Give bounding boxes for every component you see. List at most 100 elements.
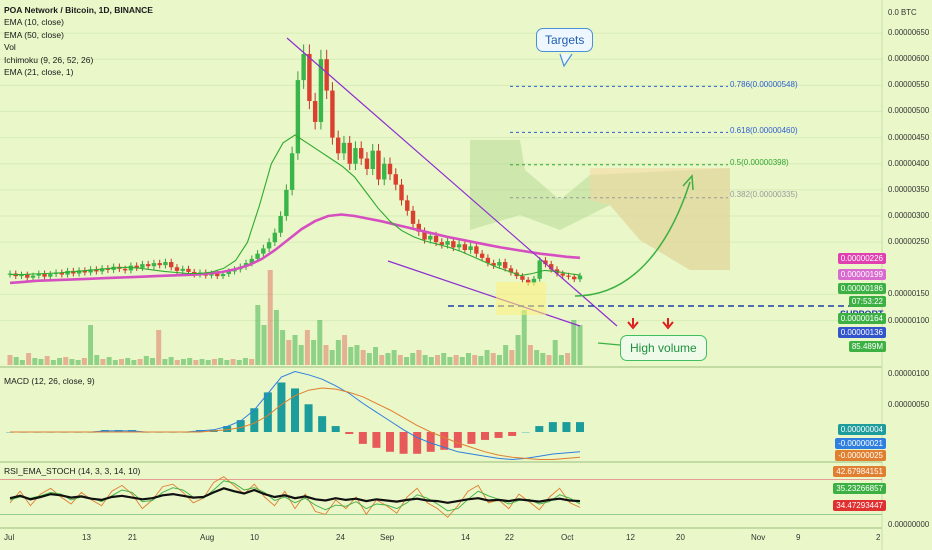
time-axis-tick: 12 bbox=[626, 533, 635, 542]
indicator-vol[interactable]: Vol bbox=[4, 42, 16, 53]
candle-body bbox=[42, 273, 47, 277]
macd-histogram-bar bbox=[562, 422, 571, 432]
macd-histogram-bar bbox=[223, 426, 232, 432]
fib-label-0382: 0.382(0.00000335) bbox=[730, 190, 798, 199]
volume-bar bbox=[503, 345, 509, 365]
volume-bar bbox=[571, 320, 577, 365]
candle-body bbox=[456, 244, 462, 248]
projection-arrow-head bbox=[682, 174, 694, 191]
macd-histogram-bar bbox=[521, 432, 530, 433]
volume-bar bbox=[565, 353, 571, 365]
candle-body bbox=[272, 232, 278, 243]
rsi-stoch-k bbox=[9, 476, 581, 518]
volume-bar bbox=[69, 359, 75, 365]
macd-title[interactable]: MACD (12, 26, close, 9) bbox=[4, 376, 95, 386]
candle-body bbox=[134, 265, 139, 268]
candle-body bbox=[393, 174, 398, 185]
volume-bar bbox=[119, 359, 125, 365]
candle-body bbox=[226, 271, 231, 275]
candle-body bbox=[289, 153, 295, 190]
time-axis-tick: 20 bbox=[676, 533, 685, 542]
ichimoku-cloud-future bbox=[590, 168, 730, 270]
indicator-ema10[interactable]: EMA (10, close) bbox=[4, 17, 64, 28]
volume-bar bbox=[57, 358, 63, 365]
candle-body bbox=[215, 273, 220, 277]
candle-body bbox=[479, 253, 485, 258]
candle-body bbox=[485, 257, 491, 264]
candle-body bbox=[180, 268, 185, 271]
volume-bar bbox=[453, 355, 459, 365]
indicator-ichimoku[interactable]: Ichimoku (9, 26, 52, 26) bbox=[4, 54, 94, 65]
volume-bar bbox=[292, 335, 298, 365]
time-axis-tick: Jul bbox=[4, 533, 15, 542]
rsi-tag-3: 34.47293447 bbox=[833, 500, 886, 511]
volume-bar bbox=[143, 356, 149, 365]
volume-bar bbox=[509, 350, 515, 365]
volume-bar bbox=[249, 359, 255, 365]
symbol-title[interactable]: POA Network / Bitcoin, 1D, BINANCE bbox=[4, 5, 153, 15]
lower-trendline bbox=[387, 260, 581, 327]
macd-panel bbox=[6, 370, 584, 461]
indicator-ema21[interactable]: EMA (21, close, 1) bbox=[4, 67, 74, 78]
price-tag-volume: 85.489M bbox=[848, 341, 886, 352]
macd-histogram-bar bbox=[318, 416, 327, 432]
candle-body bbox=[520, 276, 525, 280]
time-axis-tick: 24 bbox=[336, 533, 345, 542]
volume-bar bbox=[311, 340, 317, 365]
volume-bar bbox=[534, 350, 540, 365]
volume-bar bbox=[255, 305, 261, 365]
ema-lines bbox=[9, 134, 581, 285]
time-axis-tick: 10 bbox=[250, 533, 259, 542]
volume-bar bbox=[379, 355, 385, 365]
candle-body bbox=[307, 53, 312, 102]
targets-label: Targets bbox=[545, 33, 585, 47]
volume-bar bbox=[478, 356, 484, 365]
resistance-trendline bbox=[286, 37, 618, 327]
volume-bar bbox=[317, 320, 323, 365]
rsi-axis-zero: 0.00000000 bbox=[888, 520, 930, 529]
volume-bar bbox=[558, 355, 564, 365]
indicator-ema50[interactable]: EMA (50, close) bbox=[4, 29, 64, 40]
volume-bar bbox=[366, 353, 372, 365]
volume-bar bbox=[106, 357, 112, 365]
price-tag-164: 0.00000164 bbox=[837, 313, 886, 324]
volume-bar bbox=[218, 358, 224, 365]
volume-bar bbox=[422, 355, 428, 365]
price-axis-tick: 0.00000250 bbox=[888, 237, 930, 247]
volume-bar bbox=[199, 359, 205, 365]
volume-bar bbox=[521, 310, 527, 365]
macd-tag-signal: -0.00000025 bbox=[835, 450, 886, 461]
macd-histogram-bar bbox=[494, 432, 503, 438]
candle-body bbox=[543, 260, 548, 265]
volume-bar bbox=[385, 353, 391, 365]
macd-histogram-bar bbox=[467, 432, 476, 444]
volume-bar bbox=[298, 345, 304, 365]
candle-body bbox=[88, 269, 93, 273]
macd-histogram-bar bbox=[453, 432, 462, 448]
down-arrow-1 bbox=[627, 318, 639, 330]
macd-histogram-bar bbox=[548, 422, 557, 432]
candle-body bbox=[71, 270, 76, 274]
time-axis-tick: 9 bbox=[796, 533, 801, 542]
volume-bar bbox=[546, 355, 552, 365]
grid-lines bbox=[0, 0, 883, 550]
candle-body bbox=[220, 274, 226, 277]
candle-body bbox=[387, 163, 393, 175]
candle-body bbox=[169, 262, 174, 268]
candle-body bbox=[560, 273, 565, 276]
candle-body bbox=[353, 148, 358, 164]
fib-label-0618: 0.618(0.00000460) bbox=[730, 126, 798, 135]
macd-histogram-bar bbox=[481, 432, 489, 440]
volume-bar bbox=[137, 359, 143, 365]
volume-bar bbox=[26, 353, 32, 365]
candle-body bbox=[382, 163, 387, 180]
rsi-title[interactable]: RSI_EMA_STOCH (14, 3, 3, 14, 10) bbox=[4, 466, 141, 476]
candle-body bbox=[502, 262, 508, 269]
ichimoku-cloud bbox=[470, 140, 730, 270]
macd-tag-line: -0.00000021 bbox=[835, 438, 886, 449]
candle-body bbox=[462, 244, 468, 250]
candle-body bbox=[566, 275, 571, 277]
candle-body bbox=[65, 270, 70, 275]
volume-bar bbox=[187, 358, 193, 365]
